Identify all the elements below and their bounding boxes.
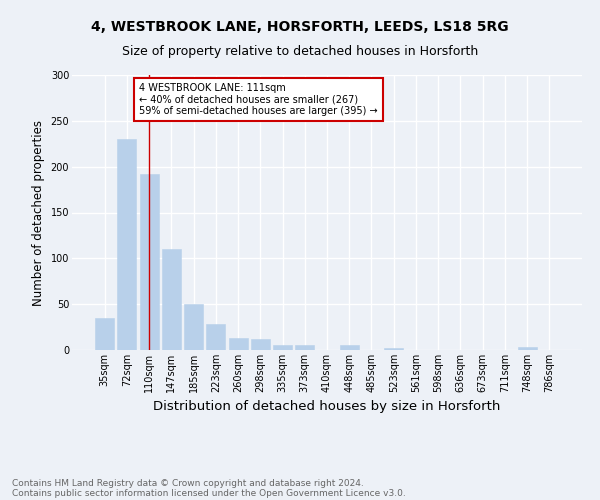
- Bar: [273, 346, 292, 350]
- Bar: [206, 324, 225, 350]
- Text: Size of property relative to detached houses in Horsforth: Size of property relative to detached ho…: [122, 45, 478, 58]
- Bar: [162, 249, 181, 350]
- Text: 4 WESTBROOK LANE: 111sqm
← 40% of detached houses are smaller (267)
59% of semi-: 4 WESTBROOK LANE: 111sqm ← 40% of detach…: [139, 83, 378, 116]
- X-axis label: Distribution of detached houses by size in Horsforth: Distribution of detached houses by size …: [154, 400, 500, 413]
- Bar: [229, 338, 248, 350]
- Bar: [184, 304, 203, 350]
- Bar: [518, 348, 536, 350]
- Bar: [295, 346, 314, 350]
- Text: 4, WESTBROOK LANE, HORSFORTH, LEEDS, LS18 5RG: 4, WESTBROOK LANE, HORSFORTH, LEEDS, LS1…: [91, 20, 509, 34]
- Bar: [95, 318, 114, 350]
- Text: Contains HM Land Registry data © Crown copyright and database right 2024.: Contains HM Land Registry data © Crown c…: [12, 478, 364, 488]
- Bar: [140, 174, 158, 350]
- Y-axis label: Number of detached properties: Number of detached properties: [32, 120, 45, 306]
- Bar: [340, 346, 359, 350]
- Text: Contains public sector information licensed under the Open Government Licence v3: Contains public sector information licen…: [12, 488, 406, 498]
- Bar: [251, 339, 270, 350]
- Bar: [118, 139, 136, 350]
- Bar: [384, 348, 403, 350]
